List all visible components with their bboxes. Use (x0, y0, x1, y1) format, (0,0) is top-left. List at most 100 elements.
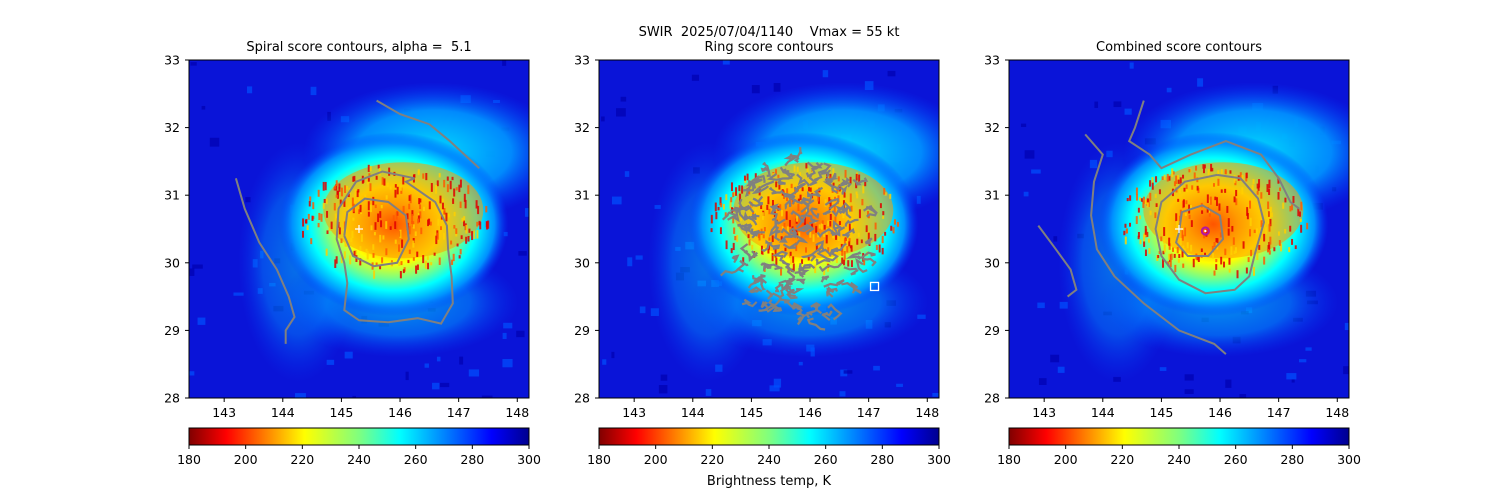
y-tick-label: 28 (984, 391, 1000, 406)
ring-contour-segment (810, 186, 824, 198)
cloud-top-pixel (1204, 252, 1207, 257)
cloud-top-pixel (1269, 236, 1272, 245)
cloud-top-pixel (461, 217, 464, 222)
cloud-top-pixel (1123, 230, 1126, 236)
image-speckle (769, 385, 780, 392)
cold-cloud-tops (733, 162, 894, 259)
cloud-top-pixel (719, 227, 722, 235)
x-tick-label: 145 (329, 405, 353, 420)
cloud-top-pixel (1253, 229, 1256, 234)
panel-3: Combined score contours 143 144 145 146 147 14… (984, 40, 1361, 467)
cloud-top-pixel (818, 224, 821, 229)
cloud-top-pixel (1219, 232, 1222, 238)
image-speckle (189, 371, 195, 376)
image-speckle (405, 371, 409, 381)
cloud-top-pixel (477, 205, 480, 215)
y-tick-label: 32 (164, 120, 180, 135)
cloud-top-pixel (419, 204, 422, 210)
ring-contour-segment (794, 224, 813, 233)
cloud-top-pixel (373, 232, 376, 236)
x-tick-label: 147 (857, 405, 881, 420)
cloud-top-pixel (1266, 211, 1269, 220)
cloud-top-pixel (835, 257, 838, 263)
cloud-top-pixel (343, 251, 346, 259)
cloud-top-pixel (796, 166, 799, 173)
cloud-top-pixel (459, 201, 462, 208)
cloud-top-pixel (463, 193, 466, 202)
score-contour-band-w (1084, 133, 1227, 355)
x-tick-label: 146 (798, 405, 822, 420)
cloud-top-pixel (1182, 174, 1185, 179)
cloud-top-pixel (1185, 200, 1188, 205)
cloud-top-pixel (1144, 249, 1147, 257)
cloud-top-pixel (418, 198, 421, 205)
image-speckle (822, 70, 829, 78)
cloud-top-pixel (1184, 227, 1187, 237)
cloud-top-pixel (478, 220, 481, 226)
ring-contour-segment (856, 251, 876, 259)
ring-contour-segment (766, 173, 790, 181)
cloud-top-pixel (326, 210, 329, 218)
image-speckle (518, 251, 527, 256)
cloud-top-pixel (884, 231, 887, 236)
cloud-top-pixel (1246, 212, 1249, 220)
cloud-top-pixel (775, 169, 778, 175)
cloud-top-pixel (412, 221, 415, 227)
cloud-top-pixel (402, 205, 405, 213)
cloud-top-pixel (1192, 258, 1195, 268)
cloud-top-pixel (828, 197, 831, 204)
cloud-top-pixel (1160, 236, 1163, 242)
cloud-top-pixel (732, 192, 735, 198)
cloud-top-pixel (794, 186, 797, 195)
cloud-top-pixel (1227, 218, 1230, 228)
cloud-top-pixel (732, 242, 735, 251)
image-speckle (660, 374, 668, 381)
y-tick-label: 30 (984, 255, 1000, 270)
cloud-top-pixel (799, 172, 802, 179)
cloud-top-pixel (1241, 174, 1244, 182)
ring-contour-segment (721, 211, 737, 221)
cloud-top-pixel (1196, 256, 1199, 261)
cloud-top-pixel (1289, 225, 1292, 232)
cloud-top-pixel (367, 201, 370, 211)
ring-contour-segment (742, 179, 754, 192)
cloud-top-pixel (369, 183, 372, 192)
cloud-top-pixel (896, 221, 899, 227)
cloud-top-pixel (1182, 227, 1185, 235)
cloud-top-pixel (1142, 196, 1145, 204)
cloud-top-pixel (1280, 243, 1283, 252)
cloud-top-pixel (722, 204, 725, 210)
ring-contour-segment (756, 180, 775, 192)
cloud-top-pixel (1267, 218, 1270, 226)
cloud-top-pixel (383, 178, 386, 186)
cloud-top-pixel (386, 182, 389, 187)
image-speckle (887, 70, 896, 77)
x-tick-label: 148 (1325, 405, 1349, 420)
cloud-top-pixel (805, 247, 808, 253)
y-tick-label: 29 (574, 323, 590, 338)
image-speckle (1291, 379, 1295, 383)
ring-contour-segment (824, 310, 833, 317)
cloud-top-pixel (1228, 268, 1231, 273)
cloud-top-pixel (1266, 184, 1269, 193)
cloud-top-pixel (867, 232, 870, 241)
cloud-top-pixel (358, 197, 361, 205)
cloud-top-pixel (848, 238, 851, 242)
cloud-top-pixel (732, 217, 735, 224)
ring-contour-segment (815, 258, 831, 266)
cloud-top-pixel (1260, 220, 1263, 228)
cloud-top-pixel (452, 253, 455, 262)
cloud-top-pixel (467, 235, 470, 242)
x-tick-label: 148 (505, 405, 529, 420)
cloud-top-pixel (1184, 212, 1187, 216)
cloud-top-pixel (381, 261, 384, 266)
ring-contour-segment (842, 228, 855, 239)
cloud-top-pixel (735, 187, 738, 196)
ring-contour-segment (744, 184, 755, 197)
ring-contour-segment (800, 214, 820, 225)
cloud-top-pixel (746, 173, 749, 181)
cloud-top-pixel (396, 186, 399, 195)
cloud-top-pixel (1137, 207, 1140, 213)
cloud-top-pixel (1177, 258, 1180, 263)
cloud-top-pixel (1154, 212, 1157, 219)
